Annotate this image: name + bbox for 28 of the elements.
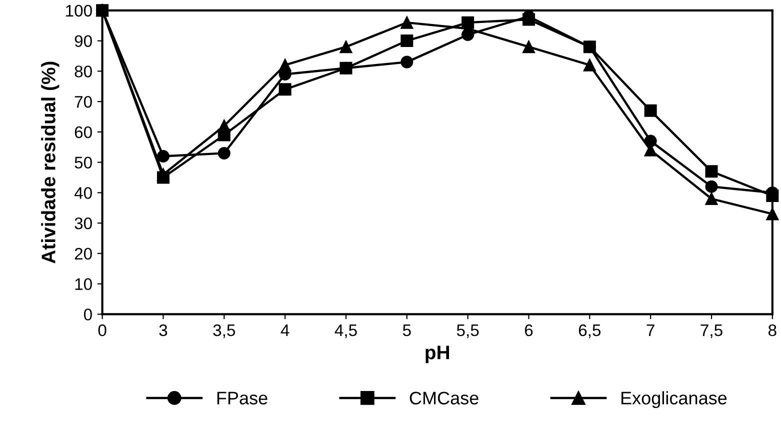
y-tick-label: 100 — [66, 4, 92, 17]
x-tick-label: 3,5 — [213, 324, 236, 338]
y-tick-label: 60 — [74, 126, 92, 138]
y-tick-label: 90 — [74, 35, 92, 47]
x-tick-label: 5 — [402, 324, 411, 336]
legend-label: CMCase — [410, 392, 478, 404]
x-axis-title: pH — [426, 346, 450, 364]
x-tick-label: 4,5 — [334, 324, 357, 338]
y-tick-label: 40 — [74, 187, 92, 199]
legend-label: FPase — [217, 392, 268, 404]
y-axis-title: Atividade residual (%) — [41, 62, 60, 264]
x-tick-label: 7,5 — [700, 324, 722, 338]
y-tick-label: 10 — [75, 278, 92, 290]
x-tick-label: 5,5 — [456, 324, 479, 338]
y-tick-label: 20 — [74, 248, 92, 260]
x-tick-label: 6 — [524, 324, 533, 336]
legend-label: Exoglicanase — [621, 391, 727, 408]
y-tick-label: 0 — [84, 308, 92, 320]
x-tick-label: 6,5 — [578, 324, 601, 338]
x-tick-label: 7 — [646, 324, 654, 336]
x-tick-label: 0 — [98, 324, 106, 336]
x-tick-label: 8 — [768, 324, 776, 336]
y-tick-label: 80 — [74, 66, 92, 78]
y-tick-label: 70 — [74, 96, 92, 108]
x-tick-label: 3 — [159, 324, 168, 336]
y-tick-label: 50 — [74, 156, 92, 169]
y-tick-label: 30 — [74, 217, 92, 230]
x-tick-label: 4 — [280, 324, 290, 336]
